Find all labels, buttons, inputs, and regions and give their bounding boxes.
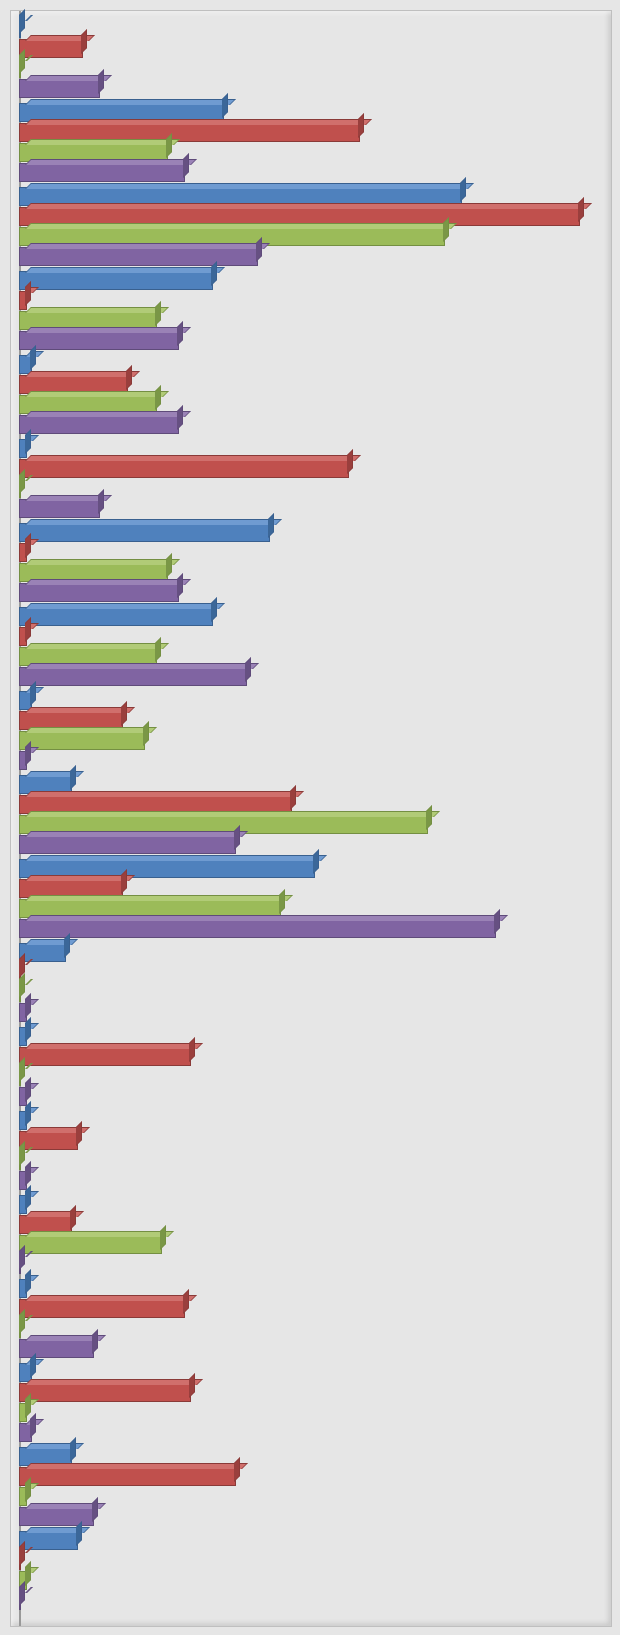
bar-purple [19,1339,94,1358]
bar-red [19,39,83,58]
bar-purple [19,247,258,266]
bar-purple [19,1591,21,1610]
bar-blue [19,271,213,290]
bar-purple [19,79,100,98]
bar-red [19,1047,191,1066]
bar-purple [19,1255,21,1274]
bar-purple [19,1423,32,1442]
bar-blue [19,943,66,962]
bar-red [19,459,349,478]
bar-green [19,1487,27,1506]
bar-green [19,1151,21,1170]
bar-green [19,1067,21,1086]
bar-red [19,1299,185,1318]
bar-red [19,291,27,310]
bar-red [19,1551,21,1570]
bar-green [19,1403,27,1422]
bar-red [19,1383,191,1402]
bar-purple [19,667,247,686]
bar-purple [19,499,100,518]
bar-chart-plot [10,10,612,1627]
bar-purple [19,583,179,602]
bar-red [19,543,27,562]
bar-green [19,1319,21,1338]
bar-blue [19,607,213,626]
bar-purple [19,415,179,434]
bar-blue [19,1111,27,1130]
bar-red [19,1467,236,1486]
bar-purple [19,919,496,938]
bar-green [19,983,21,1002]
bar-green [19,1235,162,1254]
bar-blue [19,523,270,542]
bar-purple [19,1507,94,1526]
bar-red [19,627,27,646]
bar-purple [19,835,236,854]
bar-blue [19,1195,27,1214]
bar-blue [19,1279,27,1298]
bar-green [19,479,21,498]
bar-purple [19,163,185,182]
bar-purple [19,1087,27,1106]
bar-blue [19,1531,78,1550]
bar-green [19,59,21,78]
bar-blue [19,19,21,38]
bar-purple [19,331,179,350]
bar-purple [19,751,27,770]
bar-purple [19,1171,27,1190]
bar-blue [19,1027,27,1046]
bar-purple [19,1003,27,1022]
bar-blue [19,439,27,458]
bar-red [19,1131,78,1150]
